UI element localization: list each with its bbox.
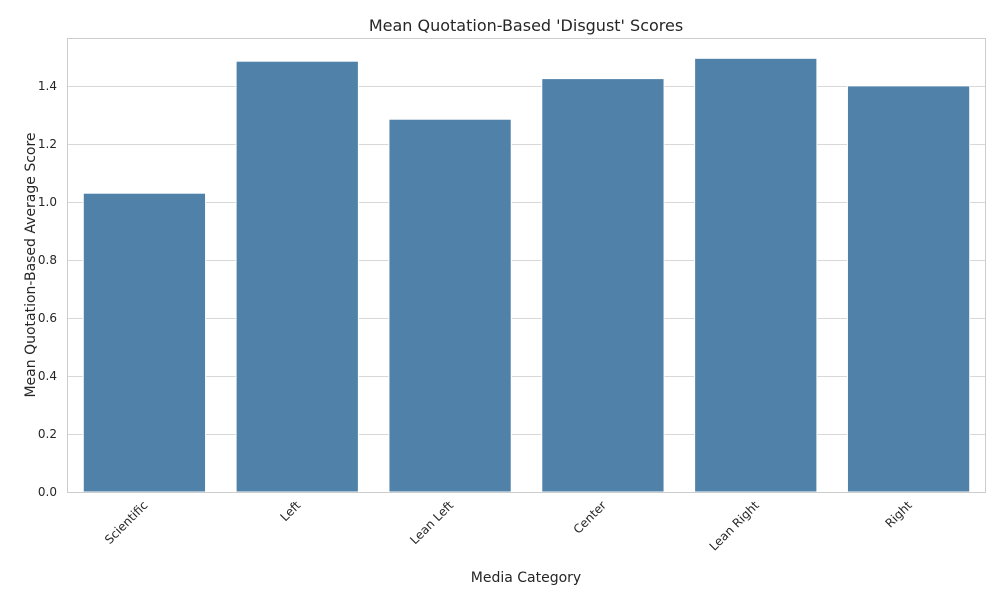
bar-right [846, 85, 971, 493]
bar-lean-left [388, 118, 512, 493]
y-tick-label: 0.2 [38, 427, 57, 441]
plot-frame [67, 38, 986, 493]
x-axis-label: Media Category [471, 570, 581, 586]
chart-title: Mean Quotation-Based 'Disgust' Scores [369, 16, 683, 35]
x-tick-label: Center [571, 498, 610, 537]
y-tick-label: 1.4 [38, 79, 57, 93]
x-tick-label: Scientific [102, 498, 151, 547]
y-axis-label: Mean Quotation-Based Average Score [23, 132, 39, 397]
x-tick-labels: Scientific Left Lean Left Center Lean Right R… [102, 498, 915, 554]
bar-scientific [82, 192, 207, 493]
x-tick-label: Lean Left [407, 498, 456, 547]
y-tick-label: 0.0 [38, 485, 57, 499]
x-tick-label: Right [882, 498, 914, 530]
x-tick-label: Lean Right [707, 498, 763, 554]
y-tick-label: 0.4 [38, 369, 57, 383]
bar-center [541, 78, 665, 493]
y-tick-labels: 0.0 0.2 0.4 0.6 0.8 1.0 1.2 1.4 [38, 79, 57, 499]
x-tick-label: Left [278, 498, 304, 524]
grid-layer [68, 86, 985, 493]
y-tick-label: 0.8 [38, 253, 57, 267]
y-tick-label: 0.6 [38, 311, 57, 325]
y-tick-label: 1.0 [38, 195, 57, 209]
y-tick-label: 1.2 [38, 137, 57, 151]
bar-lean-right [694, 57, 818, 493]
bar-left [235, 60, 359, 493]
bars-layer [82, 57, 971, 493]
